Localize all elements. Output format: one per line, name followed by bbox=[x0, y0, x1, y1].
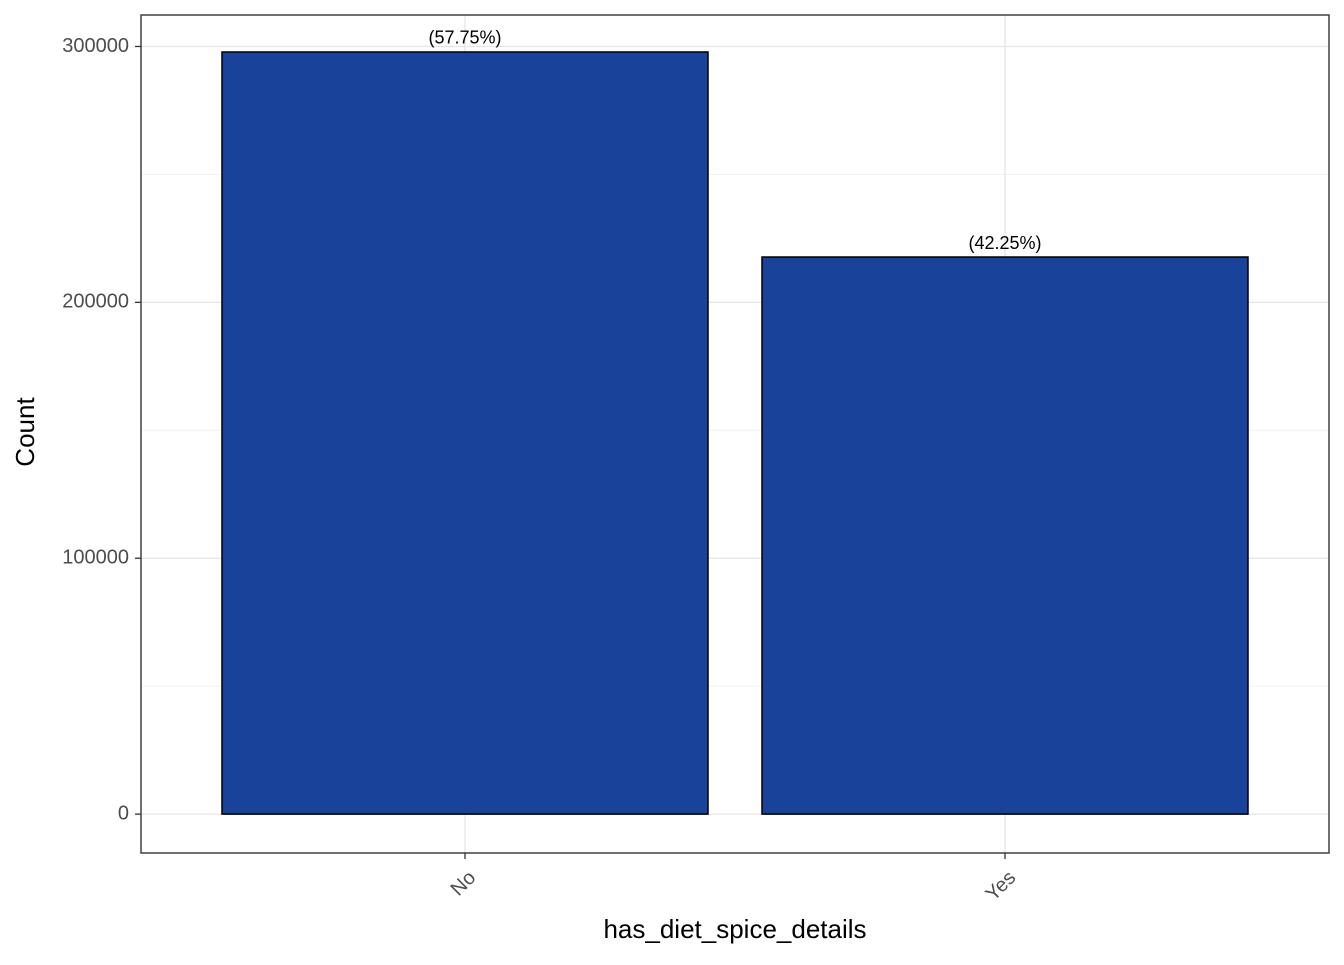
bar-annotation: (42.25%) bbox=[968, 233, 1041, 253]
y-tick-label: 0 bbox=[118, 802, 129, 824]
y-tick-label: 300000 bbox=[62, 35, 129, 57]
x-axis-title: has_diet_spice_details bbox=[603, 914, 866, 944]
y-axis-title: Count bbox=[10, 397, 40, 467]
bar bbox=[221, 51, 709, 815]
bar-annotation: (57.75%) bbox=[428, 28, 501, 48]
y-tick-label: 100000 bbox=[62, 547, 129, 569]
panel-border bbox=[140, 14, 1330, 854]
marks bbox=[221, 51, 1249, 815]
y-tick-label: 200000 bbox=[62, 291, 129, 313]
bar bbox=[761, 256, 1249, 815]
